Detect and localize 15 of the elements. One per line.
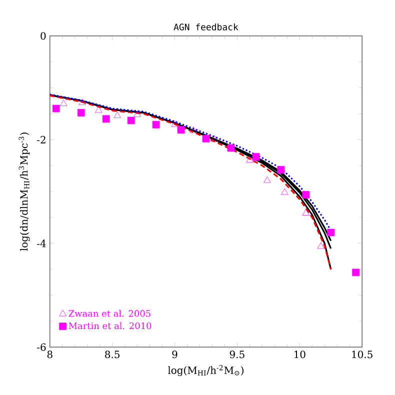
x-tick-label: 10 [294, 350, 306, 358]
legend-label: Zwaan et al. 2005 [68, 310, 150, 317]
x-tick-label: 8.5 [105, 350, 120, 358]
y-tick-label: 0 [40, 32, 46, 40]
chart-title: AGN feedback [174, 23, 238, 30]
y-tick-label: -2 [37, 136, 46, 144]
x-axis-title: log(M$_{HI}$/h$^{-2}$M$_{⊙}$) [168, 365, 244, 376]
y-tick-label: -4 [37, 240, 46, 248]
legend-label: Martin et al. 2010 [68, 322, 152, 330]
y-tick-label: -6 [37, 343, 46, 351]
y-axis-title: log(dn/dlnM$_{HI}$/h$^{3}$Mpc$^{-3}$) [18, 132, 30, 251]
x-tick-label: 10.5 [352, 350, 372, 358]
x-tick-label: 9 [172, 350, 178, 358]
x-tick-label: 9.5 [230, 350, 244, 358]
x-tick-label: 8 [47, 350, 52, 358]
